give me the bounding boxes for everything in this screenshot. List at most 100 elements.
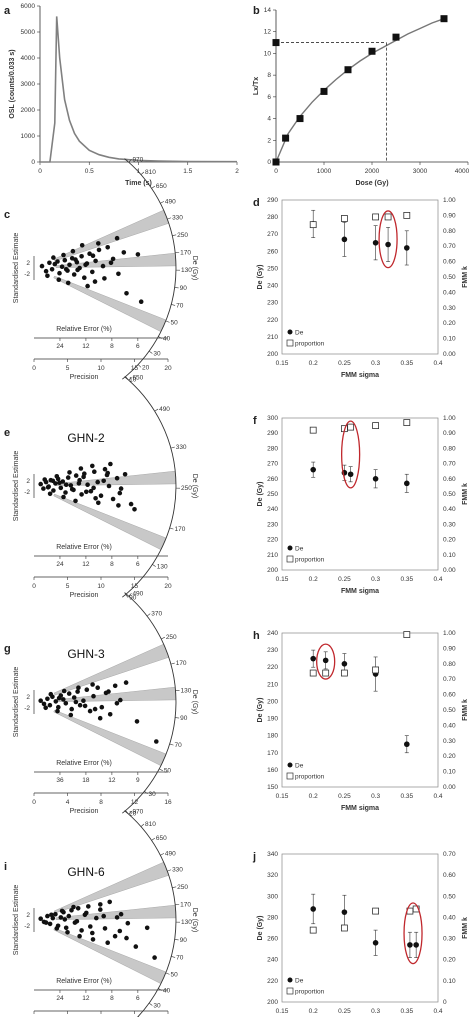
data-point [46, 484, 51, 489]
y-tick-label: 220 [267, 978, 278, 985]
legend-de-label: De [295, 546, 304, 553]
data-point [50, 478, 56, 484]
de-point [404, 245, 410, 251]
panel-label: b [253, 5, 260, 17]
arc-tick-mark [159, 768, 163, 771]
y2-tick-label: 0.40 [443, 289, 456, 296]
y-tick-label: 320 [267, 872, 278, 879]
panel-label: i [4, 861, 7, 873]
y-tick-label: 280 [267, 445, 278, 452]
y2-axis-label: FMM k [462, 483, 469, 505]
arc-axis-label: De (Gy) [191, 474, 198, 499]
y2-tick-label: 0 [443, 999, 447, 1006]
arc-tick-label: 650 [132, 374, 143, 381]
data-point [90, 269, 95, 275]
panel-label: d [253, 197, 260, 209]
x-tick-label: 0.35 [400, 1008, 413, 1015]
legend-proportion-marker [286, 772, 294, 780]
data-point [87, 251, 92, 256]
data-point [68, 483, 74, 488]
y2-axis-label: FMM k [462, 699, 469, 721]
data-point [71, 904, 76, 910]
y2-tick-label: 0.90 [443, 212, 456, 219]
data-point [69, 706, 74, 712]
legend-de-marker [287, 329, 293, 335]
de-point [322, 657, 329, 664]
data-point [65, 280, 71, 286]
data-point [133, 944, 139, 949]
x-tick-label: 0.4 [433, 1008, 442, 1015]
data-point [73, 699, 79, 705]
y-axis-label: De (Gy) [257, 698, 264, 723]
arc-tick-label: 250 [177, 884, 188, 891]
data-point [106, 689, 111, 694]
y2-tick-label: 0.80 [443, 661, 456, 668]
y-tick-label: 240 [267, 283, 278, 290]
y2-tick-label: 0.70 [443, 461, 456, 468]
data-point [77, 477, 82, 483]
arc-tick-mark [144, 791, 148, 795]
data-point [77, 933, 82, 939]
arc-tick-label: 30 [153, 1003, 161, 1010]
y2-tick-label: 1.00 [443, 630, 456, 637]
panel-label: c [4, 209, 10, 221]
x-axis-label: FMM sigma [341, 372, 379, 379]
data-point [54, 474, 60, 479]
data-point [134, 719, 140, 724]
data-point [82, 275, 87, 281]
data-point [39, 263, 45, 269]
arc-tick-mark [174, 287, 179, 289]
data-point [107, 899, 112, 905]
x-tick-label: 1.5 [183, 168, 192, 175]
data-point [296, 115, 304, 123]
data-point [102, 466, 108, 472]
panel-label: g [4, 643, 11, 655]
arc-tick-label: 330 [172, 215, 183, 222]
data-point [45, 913, 50, 919]
arc-tick-mark [151, 837, 156, 841]
data-point [66, 913, 72, 919]
y-tick-label: 290 [267, 197, 278, 204]
legend-de-marker [287, 977, 293, 983]
data-point [61, 494, 66, 500]
y-tick-label: 6000 [21, 3, 36, 10]
data-point [67, 470, 72, 475]
y-tick-label: 240 [267, 957, 278, 964]
y2-tick-label: 0.60 [443, 476, 456, 483]
data-point [112, 933, 118, 939]
x-tick-label: 0.25 [338, 360, 351, 367]
proportion-point [403, 211, 411, 219]
arc-tick-mark [161, 636, 165, 640]
data-point [93, 258, 98, 264]
de-point [372, 239, 379, 246]
data-point [105, 245, 110, 250]
x-tick-label: 0.3 [371, 576, 380, 583]
y-axis-label: Standardised Estimate [13, 667, 20, 738]
arc-tick-mark [137, 364, 142, 368]
y-tick-label: 220 [267, 537, 278, 544]
y-tick-label: 180 [267, 733, 278, 740]
data-point [110, 496, 116, 502]
data-point [88, 924, 93, 929]
fmm-panel-d: d 200 210 220 230 240 250 260 270 280 290 0.00 0.10 0… [253, 197, 469, 379]
data-point [61, 252, 66, 258]
precision-tick-label: 20 [164, 583, 172, 590]
panel-label: j [252, 851, 256, 863]
data-point [91, 485, 96, 491]
arc-tick-label: 130 [181, 687, 192, 694]
data-point [61, 688, 67, 694]
data-point [43, 705, 48, 711]
std-tick-plus2: 2 [26, 260, 30, 267]
arc-tick-label: 90 [129, 595, 137, 602]
de-arc [124, 810, 177, 1017]
data-point [118, 697, 123, 703]
data-point [57, 480, 62, 486]
proportion-point [309, 426, 317, 434]
y2-tick-label: 1.00 [443, 197, 456, 204]
data-point [53, 699, 59, 704]
decay-curve [40, 16, 238, 163]
x-tick-label: 0.35 [400, 576, 413, 583]
data-point [63, 701, 69, 706]
data-point [48, 691, 54, 697]
